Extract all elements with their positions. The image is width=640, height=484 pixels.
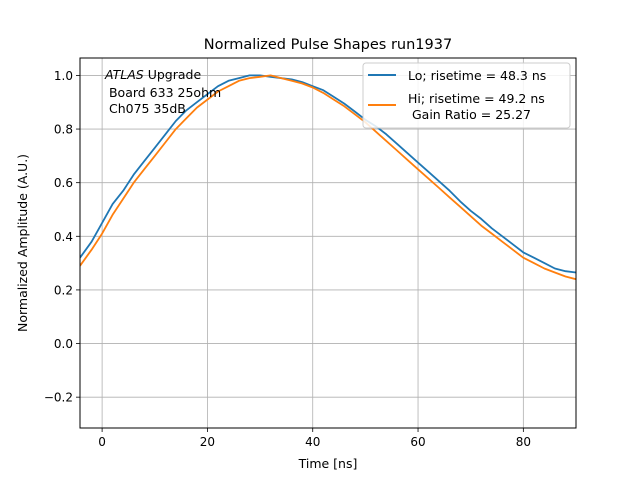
annotation-atlas-italic: ATLAS [104, 67, 144, 82]
y-tick-label: −0.2 [44, 391, 73, 405]
y-tick-label: 0.2 [54, 283, 73, 297]
plot-frame [79, 57, 577, 429]
y-tick-label: 0.8 [54, 123, 73, 137]
axis-ticks: 0 20 40 60 80 −0.2 0.0 0.2 0.4 0.6 0.8 1.0 [44, 69, 531, 449]
annotation-line-2: Board 633 25ohm [105, 85, 221, 100]
annotation-line-3: Ch075 35dB [105, 101, 186, 116]
annotation-upgrade: Upgrade [144, 67, 202, 82]
x-tick-label: 60 [410, 435, 425, 449]
x-tick-label: 40 [305, 435, 320, 449]
legend-label-hi: Hi; risetime = 49.2 ns Gain Ratio = 25.2… [408, 91, 545, 122]
series-line-lo [80, 74, 576, 274]
y-axis-label: Normalized Amplitude (A.U.) [15, 154, 30, 332]
legend-label-lo: Lo; risetime = 48.3 ns [408, 68, 546, 83]
atlas-annotation: ATLAS Upgrade Board 633 25ohm Ch075 35dB [104, 67, 221, 116]
legend-box [362, 62, 571, 129]
x-tick-label: 0 [98, 435, 106, 449]
x-axis-label: Time [ns] [298, 456, 358, 471]
annotation-line-1: ATLAS Upgrade [104, 67, 201, 82]
x-tick-label: 20 [200, 435, 215, 449]
chart-title: Normalized Pulse Shapes run1937 [204, 37, 452, 53]
legend: Lo; risetime = 48.3 ns Hi; risetime = 49… [362, 62, 571, 129]
y-tick-label: 1.0 [54, 69, 73, 83]
grid-lines [80, 58, 576, 428]
series-line-hi [80, 74, 576, 281]
y-tick-label: 0.4 [54, 230, 73, 244]
y-tick-label: 0.6 [54, 176, 73, 190]
series-lines [80, 74, 576, 281]
y-tick-label: 0.0 [54, 337, 73, 351]
legend-label-hi-line: Hi; risetime = 49.2 ns [408, 91, 545, 106]
legend-label-hi-line: Gain Ratio = 25.27 [408, 107, 531, 122]
x-tick-label: 80 [516, 435, 531, 449]
